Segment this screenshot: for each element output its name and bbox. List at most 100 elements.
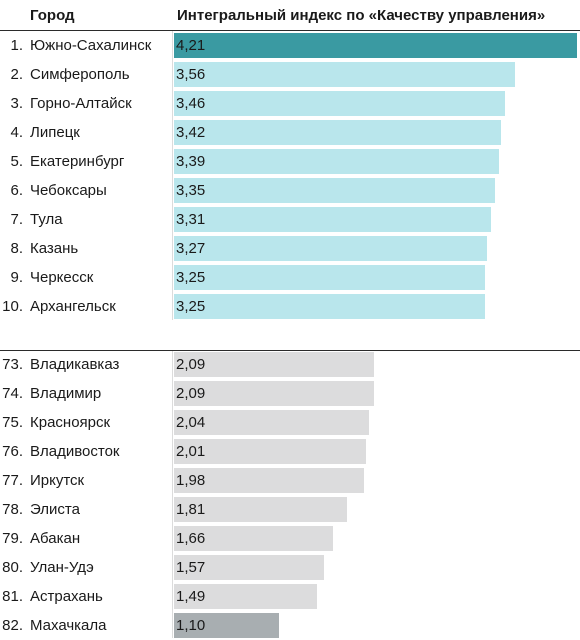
rank-number: 7. <box>10 211 23 228</box>
index-value-label: 2,01 <box>176 443 206 460</box>
city-name: Иркутск <box>30 472 85 489</box>
index-bar <box>174 91 505 116</box>
rank-number: 73. <box>2 356 23 373</box>
rank-number: 3. <box>10 95 23 112</box>
index-bar <box>174 555 324 580</box>
city-name: Архангельск <box>30 298 116 315</box>
rank-number: 2. <box>10 66 23 83</box>
ranking-row: 3. Горно-Алтайск 3,46 <box>0 89 580 118</box>
index-value-label: 2,04 <box>176 414 206 431</box>
ranking-row: 77. Иркутск 1,98 <box>0 466 580 495</box>
index-bar <box>174 410 369 435</box>
rank-number: 1. <box>10 37 23 54</box>
index-value-label: 1,98 <box>176 472 206 489</box>
rank-number: 8. <box>10 240 23 257</box>
column-divider-bottom <box>172 351 173 638</box>
rank-number: 76. <box>2 443 23 460</box>
ranking-row: 76. Владивосток 2,01 <box>0 437 580 466</box>
rank-number: 82. <box>2 617 23 634</box>
city-name: Красноярск <box>30 414 111 431</box>
index-bar <box>174 62 515 87</box>
index-value-label: 1,81 <box>176 501 206 518</box>
index-value-label: 3,46 <box>176 95 206 112</box>
rank-number: 75. <box>2 414 23 431</box>
city-name: Симферополь <box>30 66 130 83</box>
city-name: Черкесск <box>30 269 94 286</box>
index-value-label: 3,25 <box>176 298 206 315</box>
rank-number: 78. <box>2 501 23 518</box>
rank-number: 9. <box>10 269 23 286</box>
rank-number: 80. <box>2 559 23 576</box>
column-divider-top <box>172 31 173 320</box>
index-value-label: 1,57 <box>176 559 206 576</box>
rank-number: 4. <box>10 124 23 141</box>
index-value-label: 3,35 <box>176 182 206 199</box>
city-name: Владикавказ <box>30 356 120 373</box>
index-value-label: 1,66 <box>176 530 206 547</box>
ranking-row: 5. Екатеринбург 3,39 <box>0 147 580 176</box>
rank-number: 6. <box>10 182 23 199</box>
city-name: Тула <box>30 211 63 228</box>
index-value-label: 3,25 <box>176 269 206 286</box>
index-value-label: 2,09 <box>176 356 206 373</box>
rank-number: 81. <box>2 588 23 605</box>
index-bar <box>174 381 374 406</box>
index-bar <box>174 584 317 609</box>
column-header-index: Интегральный индекс по «Качеству управле… <box>177 7 546 24</box>
index-bar <box>174 236 487 261</box>
index-value-label: 3,42 <box>176 124 206 141</box>
rank-number: 10. <box>2 298 23 315</box>
rank-number: 5. <box>10 153 23 170</box>
city-name: Чебоксары <box>30 182 107 199</box>
index-bar <box>174 439 366 464</box>
group-divider <box>0 350 580 351</box>
city-name: Махачкала <box>30 617 107 634</box>
city-name: Владивосток <box>30 443 120 460</box>
index-bar <box>174 526 333 551</box>
index-value-label: 2,09 <box>176 385 206 402</box>
column-header-city: Город <box>30 7 75 24</box>
ranking-row: 73. Владикавказ 2,09 <box>0 350 580 379</box>
city-name: Улан-Удэ <box>30 559 94 576</box>
rank-number: 79. <box>2 530 23 547</box>
ranking-row: 7. Тула 3,31 <box>0 205 580 234</box>
ranking-row: 1. Южно-Сахалинск 4,21 <box>0 31 580 60</box>
index-bar <box>174 497 347 522</box>
index-bar <box>174 265 485 290</box>
city-name: Липецк <box>30 124 80 141</box>
index-bar <box>174 207 491 232</box>
index-bar <box>174 120 501 145</box>
index-bar <box>174 613 279 638</box>
index-value-label: 1,49 <box>176 588 206 605</box>
city-name: Астрахань <box>30 588 103 605</box>
city-name: Элиста <box>30 501 80 518</box>
city-name: Казань <box>30 240 79 257</box>
index-value-label: 3,39 <box>176 153 206 170</box>
index-value-label: 4,21 <box>176 37 206 54</box>
index-bar <box>174 178 495 203</box>
ranking-row: 10. Архангельск 3,25 <box>0 292 580 321</box>
header-divider <box>0 30 580 31</box>
index-value-label: 3,56 <box>176 66 206 83</box>
city-name: Абакан <box>30 530 81 547</box>
ranking-row: 6. Чебоксары 3,35 <box>0 176 580 205</box>
ranking-row: 79. Абакан 1,66 <box>0 524 580 553</box>
rank-number: 77. <box>2 472 23 489</box>
index-bar <box>174 33 577 58</box>
ranking-row: 9. Черкесск 3,25 <box>0 263 580 292</box>
index-bar <box>174 352 374 377</box>
index-bar <box>174 294 485 319</box>
index-bar <box>174 149 499 174</box>
city-name: Горно-Алтайск <box>30 95 132 112</box>
ranking-row: 78. Элиста 1,81 <box>0 495 580 524</box>
ranking-row: 4. Липецк 3,42 <box>0 118 580 147</box>
city-name: Владимир <box>30 385 102 402</box>
ranking-row: 80. Улан-Удэ 1,57 <box>0 553 580 582</box>
city-name: Екатеринбург <box>30 153 125 170</box>
ranking-row: 2. Симферополь 3,56 <box>0 60 580 89</box>
city-name: Южно-Сахалинск <box>30 37 152 54</box>
rank-number: 74. <box>2 385 23 402</box>
ranking-row: 81. Астрахань 1,49 <box>0 582 580 611</box>
index-value-label: 1,10 <box>176 617 206 634</box>
index-value-label: 3,27 <box>176 240 206 257</box>
